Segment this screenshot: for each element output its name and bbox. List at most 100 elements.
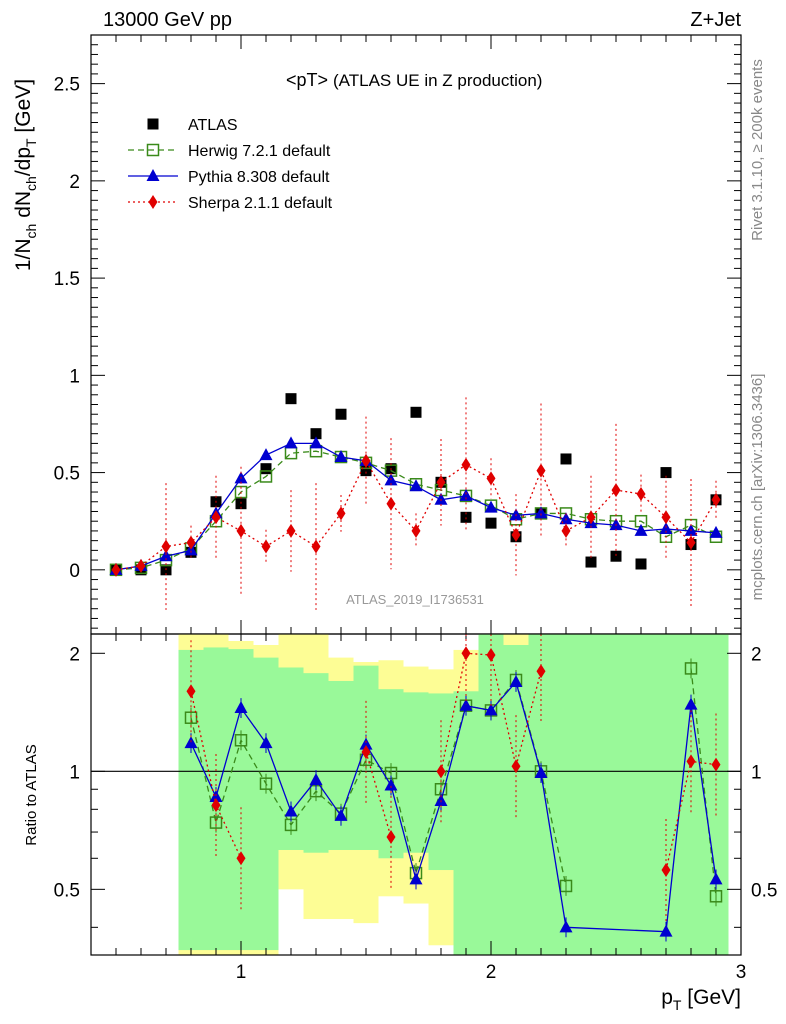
sherpa-main-marker	[661, 510, 671, 525]
ratio-band-inner	[528, 634, 554, 955]
herwig-ratio-marker	[684, 662, 698, 675]
pythia-ratio-marker	[434, 794, 448, 807]
sherpa-main-marker	[311, 539, 321, 554]
herwig-main-marker	[259, 470, 273, 483]
sherpa-main-marker	[636, 486, 646, 501]
herwig-ratio-marker	[234, 734, 248, 747]
atlas-main-marker	[335, 408, 347, 420]
pythia-ratio-marker	[659, 924, 673, 937]
pythia-ratio-marker	[359, 737, 373, 750]
sherpa-main-marker	[111, 562, 121, 577]
chart-title: <pT>	[286, 70, 328, 90]
ratio-series-group	[184, 634, 723, 942]
sherpa-ratio-marker	[461, 646, 471, 661]
main-y-axis-label: 1/Nch dNch/dpT [GeV]	[12, 79, 39, 271]
herwig-ratio-marker	[259, 777, 273, 790]
ratio-uncertainty-bands	[91, 634, 741, 955]
ratio-band-inner	[553, 634, 579, 955]
herwig-main-line	[115, 450, 717, 571]
x-tick-label: 3	[736, 962, 747, 983]
ratio-y-tick-label-right: 1	[751, 762, 762, 783]
sherpa-main-marker	[361, 453, 371, 468]
sherpa-ratio-marker	[536, 664, 546, 679]
main-y-tick-label: 1.5	[54, 269, 80, 290]
ratio-band-inner	[678, 634, 704, 955]
legend-marker-pythia	[146, 169, 160, 181]
pythia-ratio-marker	[409, 872, 423, 885]
pythia-ratio-marker	[334, 808, 348, 821]
atlas-main-marker	[585, 556, 597, 568]
x-axis-label: pT [GeV]	[661, 986, 741, 1013]
ratio-band-inner	[503, 644, 529, 955]
atlas-main-marker	[260, 463, 272, 475]
analysis-watermark: ATLAS_2019_I1736531	[346, 592, 484, 607]
herwig-ratio-line	[190, 678, 567, 887]
sherpa-main-marker	[136, 558, 146, 573]
rivet-version-label: Rivet 3.1.10, ≥ 200k events	[749, 59, 766, 241]
ratio-axes: 1 2 3 0.5 0.5 1 1 2 2	[54, 633, 777, 983]
sherpa-main-marker	[161, 539, 171, 554]
legend-label-sherpa: Sherpa 2.1.1 default	[188, 195, 333, 212]
pythia-main-marker	[534, 506, 548, 519]
ratio-y-tick-label-left: 1	[69, 762, 80, 783]
legend: ATLAS Herwig 7.2.1 default Pythia 8.308 de…	[128, 117, 333, 212]
sherpa-main-marker	[586, 510, 596, 525]
main-series-group	[109, 393, 723, 610]
sherpa-main-marker	[461, 457, 471, 472]
ratio-band-inner	[578, 634, 604, 955]
pythia-ratio-marker	[309, 773, 323, 786]
ratio-band-inner	[478, 634, 504, 955]
ratio-band-inner	[178, 649, 204, 951]
atlas-main-marker	[410, 406, 422, 418]
pythia-main-marker	[709, 525, 723, 538]
ratio-band-inner	[603, 634, 629, 955]
sherpa-ratio-marker	[661, 863, 671, 878]
sherpa-main-marker	[486, 471, 496, 486]
sherpa-main-marker	[236, 523, 246, 538]
legend-label-atlas: ATLAS	[188, 117, 238, 134]
atlas-main-marker	[485, 517, 497, 529]
chart-subtitle: (ATLAS UE in Z production)	[333, 71, 542, 90]
main-panel: <pT> (ATLAS UE in Z production) ATLAS_20…	[12, 34, 742, 648]
sherpa-main-marker	[611, 483, 621, 498]
ratio-panel: 1 2 3 0.5 0.5 1 1 2 2 Ratio to ATLAS pT [GeV]	[23, 633, 777, 1013]
pythia-ratio-marker	[384, 778, 398, 791]
sherpa-main-marker	[561, 523, 571, 538]
atlas-main-marker	[285, 393, 297, 405]
legend-marker-herwig	[146, 143, 160, 157]
atlas-main-marker	[360, 465, 372, 477]
pythia-ratio-marker	[709, 872, 723, 885]
legend-marker-sherpa	[148, 195, 158, 209]
legend-label-pythia: Pythia 8.308 default	[188, 169, 330, 186]
atlas-main-marker	[635, 558, 647, 570]
sherpa-main-marker	[186, 535, 196, 550]
sherpa-main-marker	[336, 506, 346, 521]
sherpa-main-marker	[411, 523, 421, 538]
sherpa-ratio-marker	[236, 851, 246, 866]
ratio-band-inner	[403, 692, 429, 853]
sherpa-ratio-marker	[711, 757, 721, 772]
sherpa-ratio-marker	[486, 648, 496, 663]
pythia-main-marker	[284, 436, 298, 449]
sherpa-main-marker	[386, 496, 396, 511]
ratio-y-axis-label: Ratio to ATLAS	[23, 744, 40, 845]
legend-label-herwig: Herwig 7.2.1 default	[188, 143, 331, 160]
mcplots-label: mcplots.cern.ch [arXiv:1306.3436]	[749, 374, 766, 601]
pythia-main-marker	[334, 450, 348, 463]
main-y-tick-label: 0	[69, 561, 80, 582]
ratio-y-tick-label-left: 0.5	[54, 880, 80, 901]
sherpa-main-marker	[211, 510, 221, 525]
pythia-main-marker	[459, 488, 473, 501]
atlas-main-marker	[610, 550, 622, 562]
pythia-ratio-marker	[534, 766, 548, 779]
ratio-band-inner	[653, 634, 679, 955]
sherpa-ratio-marker	[386, 829, 396, 844]
pythia-ratio-marker	[509, 674, 523, 687]
sherpa-ratio-marker	[186, 684, 196, 699]
pythia-ratio-marker	[259, 736, 273, 749]
main-y-tick-label: 0.5	[54, 464, 80, 485]
x-tick-label: 1	[236, 962, 247, 983]
ratio-band-inner	[228, 649, 254, 951]
pythia-ratio-marker	[559, 920, 573, 933]
pythia-main-marker	[484, 500, 498, 513]
